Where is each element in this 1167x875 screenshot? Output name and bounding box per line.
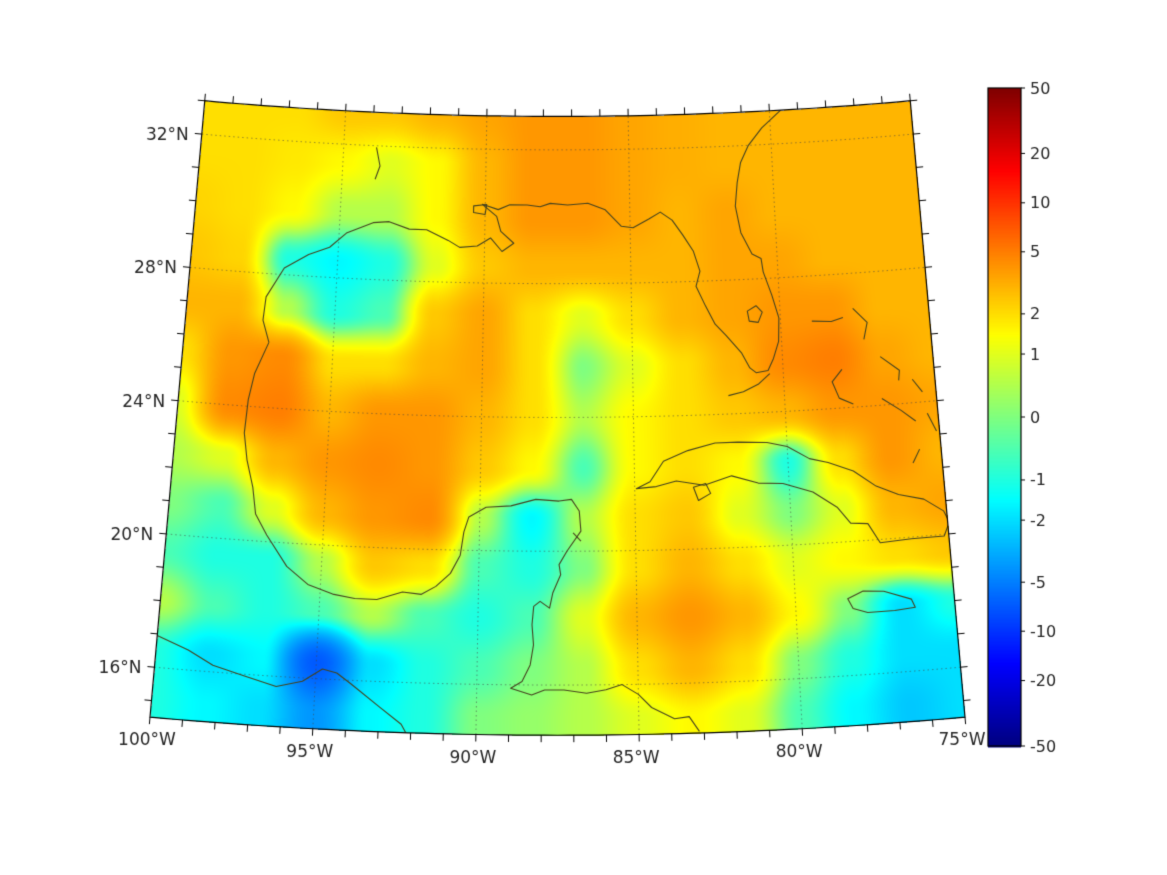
gulf-anomaly-map-canvas	[0, 0, 1167, 875]
figure-root	[0, 0, 1167, 875]
